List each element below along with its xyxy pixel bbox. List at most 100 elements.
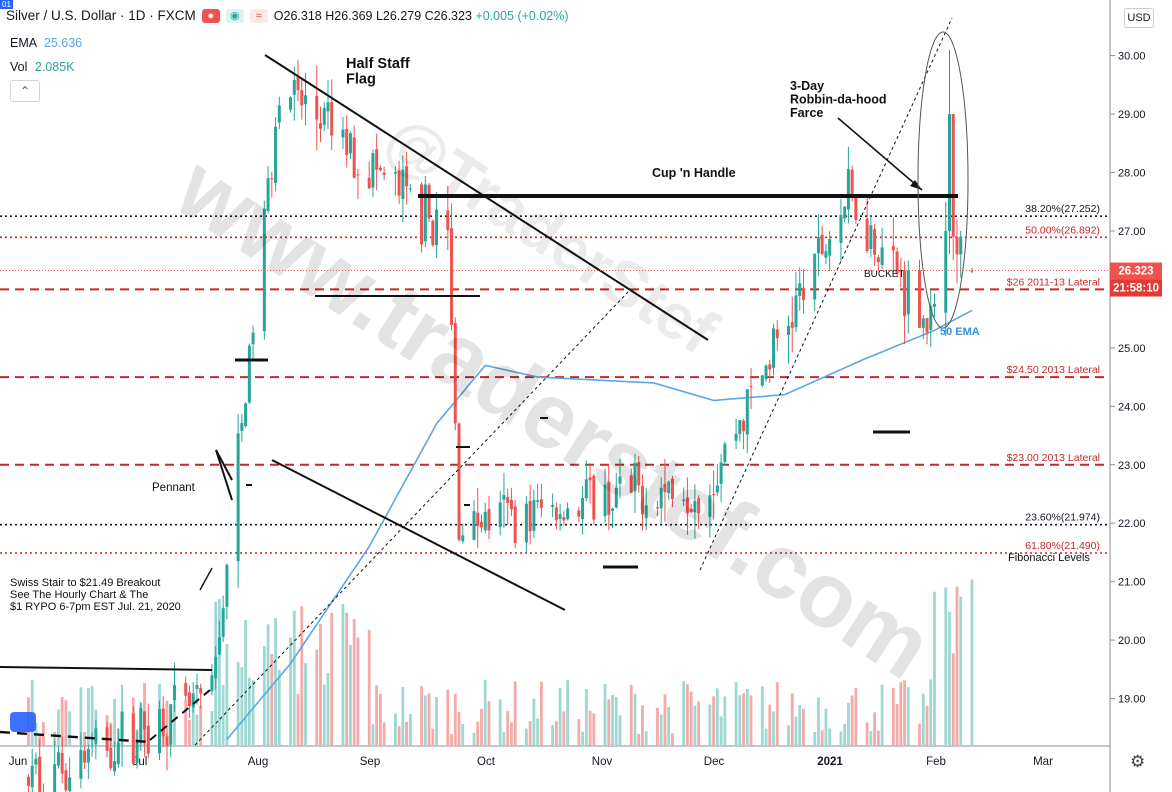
price-tick-label: 22.00	[1118, 518, 1146, 530]
layout-badge: 01	[0, 0, 13, 9]
ema-legend[interactable]: EMA 25.636	[10, 36, 82, 50]
pennant-line-b	[215, 449, 233, 481]
robbin-arrow-head	[910, 180, 922, 190]
fibonacci-levels-label: Fibonacci Levels	[1008, 552, 1090, 564]
high-value: H26.369	[325, 8, 373, 23]
wave-icon[interactable]: ≈	[249, 8, 268, 23]
candle-body	[345, 128, 349, 156]
volume-bar	[270, 654, 274, 746]
volume-bar	[865, 722, 869, 746]
candle-body	[457, 423, 461, 540]
candle-body	[266, 178, 270, 211]
candle-body	[330, 102, 334, 136]
candle-body	[195, 685, 199, 690]
volume-bar	[686, 684, 689, 746]
rising-channel-dashed	[194, 289, 631, 746]
candle-body	[326, 102, 330, 112]
candle-body	[393, 172, 397, 174]
candle-body	[768, 364, 772, 370]
volume-bar	[689, 691, 693, 746]
candle-body	[435, 209, 439, 246]
candle-body	[629, 475, 633, 493]
volume-bar	[266, 624, 270, 746]
volume-bar	[839, 731, 843, 746]
candle-body	[562, 517, 566, 521]
level-label: $23.00 2013 Lateral	[1007, 452, 1100, 464]
candle-body	[461, 535, 465, 542]
candle-body	[775, 329, 779, 339]
volume-bar	[948, 611, 951, 746]
collapse-legend-button[interactable]: ⌃	[10, 80, 40, 102]
eye-icon[interactable]: ◉	[225, 8, 244, 23]
volume-bar	[408, 714, 412, 746]
volume-bar	[83, 731, 87, 746]
vol-label: Vol	[10, 60, 28, 74]
candle-body	[498, 502, 502, 528]
candle-body	[296, 77, 300, 91]
volume-bar	[768, 704, 772, 746]
candle-body	[828, 239, 832, 256]
candle-body	[214, 656, 218, 679]
volume-bar	[221, 685, 225, 746]
candle-body	[479, 521, 483, 528]
candle-body	[378, 167, 382, 171]
last-price-box	[1110, 262, 1162, 280]
candle-body	[790, 322, 794, 328]
volume-bar	[184, 699, 188, 746]
ema50-label: 50 EMA	[940, 326, 980, 338]
volume-bar	[577, 719, 581, 746]
vol-legend[interactable]: Vol 2.085K	[10, 60, 75, 74]
volume-bar	[551, 725, 555, 746]
candle-body	[903, 270, 907, 317]
settings-gear-icon[interactable]: ⚙	[1130, 752, 1146, 771]
candle-body	[854, 195, 858, 220]
spike-ellipse	[917, 31, 969, 329]
candle-body	[94, 728, 98, 744]
candle-body	[277, 105, 281, 123]
volume-bar	[802, 708, 805, 746]
candle-body	[566, 508, 570, 520]
candle-body	[315, 95, 319, 120]
candle-body	[843, 206, 847, 219]
candle-body	[53, 764, 57, 792]
candle-body	[143, 711, 147, 730]
volume-bar	[749, 695, 753, 746]
countdown-label: 21:58:10	[1113, 283, 1159, 295]
candle-body	[79, 749, 83, 779]
candle-body	[427, 184, 431, 219]
candle-body	[348, 133, 352, 154]
candle-body	[933, 303, 937, 307]
candle-body	[472, 511, 476, 540]
candle-body	[408, 188, 412, 190]
swiss-stair-label: Swiss Stair to $21.49 Breakout See The Ho…	[10, 577, 181, 613]
candle-body	[611, 508, 615, 511]
candle-body	[723, 443, 727, 462]
level-label: 38.20%(27.252)	[1025, 203, 1100, 215]
candle-body	[667, 481, 671, 494]
time-tick-label: Jun	[9, 756, 28, 768]
candle-body	[352, 137, 356, 178]
volume-bar	[663, 694, 667, 746]
volume-bar	[693, 705, 697, 746]
volume-bar	[790, 693, 794, 746]
candle-body	[689, 508, 693, 512]
volume-bar	[457, 711, 461, 746]
candle-body	[169, 704, 173, 745]
candle-body	[90, 745, 94, 747]
volume-bar	[899, 682, 903, 746]
candle-body	[637, 462, 641, 486]
candle-body	[876, 257, 880, 263]
candle-body	[64, 770, 68, 791]
time-tick-label: Aug	[248, 756, 268, 768]
volume-bar	[843, 723, 847, 746]
market-closed-icon[interactable]: ●	[201, 8, 220, 23]
tradingview-logo-icon[interactable]	[10, 712, 36, 732]
volume-bar	[873, 712, 877, 746]
currency-button[interactable]: USD	[1124, 8, 1154, 28]
volume-bar	[513, 681, 517, 746]
symbol-title[interactable]: Silver / U.S. Dollar · 1D · FXCM	[6, 8, 196, 23]
volume-bar	[588, 710, 592, 746]
candle-body	[502, 494, 506, 500]
volume-bar	[498, 699, 502, 746]
